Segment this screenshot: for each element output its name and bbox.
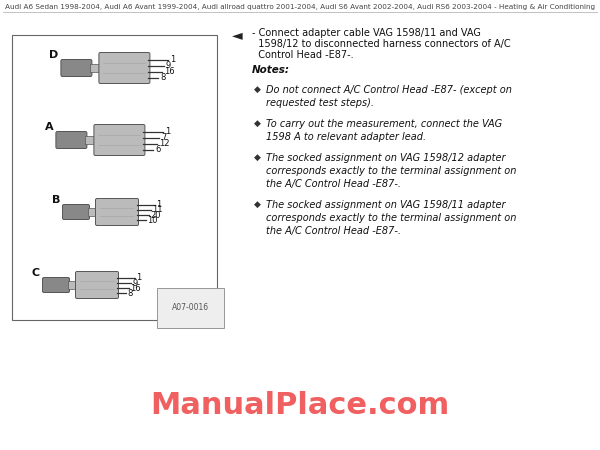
Bar bbox=[91, 64, 100, 72]
Text: ◆: ◆ bbox=[254, 153, 261, 162]
Text: - Connect adapter cable VAG 1598/11 and VAG: - Connect adapter cable VAG 1598/11 and … bbox=[252, 28, 481, 38]
Text: requested test steps).: requested test steps). bbox=[266, 98, 374, 108]
Text: The socked assignment on VAG 1598/11 adapter: The socked assignment on VAG 1598/11 ada… bbox=[266, 200, 505, 210]
Text: ◆: ◆ bbox=[254, 85, 261, 94]
FancyBboxPatch shape bbox=[76, 271, 119, 298]
Text: ◆: ◆ bbox=[254, 119, 261, 128]
Text: 10: 10 bbox=[148, 216, 158, 225]
Text: The socked assignment on VAG 1598/12 adapter: The socked assignment on VAG 1598/12 ada… bbox=[266, 153, 505, 163]
Text: the A/C Control Head -E87-.: the A/C Control Head -E87-. bbox=[266, 226, 401, 236]
Text: 20: 20 bbox=[151, 211, 161, 220]
Text: 1: 1 bbox=[137, 273, 142, 282]
Text: the A/C Control Head -E87-.: the A/C Control Head -E87-. bbox=[266, 179, 401, 189]
Text: ◆: ◆ bbox=[254, 200, 261, 209]
FancyBboxPatch shape bbox=[61, 59, 92, 76]
Text: 11: 11 bbox=[152, 206, 163, 215]
Text: 1: 1 bbox=[165, 127, 170, 136]
FancyBboxPatch shape bbox=[99, 53, 150, 84]
Text: A: A bbox=[45, 122, 53, 131]
Bar bbox=[68, 281, 77, 288]
Text: C: C bbox=[32, 268, 40, 278]
FancyBboxPatch shape bbox=[94, 125, 145, 156]
Text: Notes:: Notes: bbox=[252, 65, 290, 75]
Text: D: D bbox=[49, 50, 58, 59]
Text: 7: 7 bbox=[161, 133, 166, 142]
Text: A07-0016: A07-0016 bbox=[172, 303, 209, 312]
Text: 9: 9 bbox=[133, 279, 138, 288]
Text: 1: 1 bbox=[157, 200, 162, 209]
Text: ManualPlace.com: ManualPlace.com bbox=[151, 391, 449, 419]
Text: 8: 8 bbox=[160, 73, 165, 82]
Text: Control Head -E87-.: Control Head -E87-. bbox=[252, 50, 353, 60]
Text: Do not connect A/C Control Head -E87- (except on: Do not connect A/C Control Head -E87- (e… bbox=[266, 85, 512, 95]
Bar bbox=[88, 208, 97, 216]
Text: 1598/12 to disconnected harness connectors of A/C: 1598/12 to disconnected harness connecto… bbox=[252, 39, 511, 49]
FancyBboxPatch shape bbox=[95, 198, 139, 225]
Text: 1: 1 bbox=[170, 55, 175, 64]
Text: 16: 16 bbox=[131, 284, 141, 292]
Text: To carry out the measurement, connect the VAG: To carry out the measurement, connect th… bbox=[266, 119, 502, 129]
Text: 1598 A to relevant adapter lead.: 1598 A to relevant adapter lead. bbox=[266, 132, 426, 142]
Text: corresponds exactly to the terminal assignment on: corresponds exactly to the terminal assi… bbox=[266, 166, 517, 176]
Text: 8: 8 bbox=[128, 289, 133, 298]
FancyBboxPatch shape bbox=[43, 278, 70, 292]
Text: Audi A6 Sedan 1998-2004, Audi A6 Avant 1999-2004, Audi allroad quattro 2001-2004: Audi A6 Sedan 1998-2004, Audi A6 Avant 1… bbox=[5, 4, 595, 10]
Text: ◄: ◄ bbox=[232, 28, 242, 42]
FancyBboxPatch shape bbox=[56, 131, 87, 149]
Text: 9: 9 bbox=[166, 61, 171, 70]
FancyBboxPatch shape bbox=[62, 204, 89, 220]
Text: B: B bbox=[52, 195, 60, 205]
Text: 16: 16 bbox=[164, 67, 175, 76]
Text: 12: 12 bbox=[159, 139, 169, 148]
Bar bbox=[12, 35, 217, 320]
Text: corresponds exactly to the terminal assignment on: corresponds exactly to the terminal assi… bbox=[266, 213, 517, 223]
Text: 6: 6 bbox=[155, 145, 160, 154]
Bar bbox=[85, 136, 95, 144]
